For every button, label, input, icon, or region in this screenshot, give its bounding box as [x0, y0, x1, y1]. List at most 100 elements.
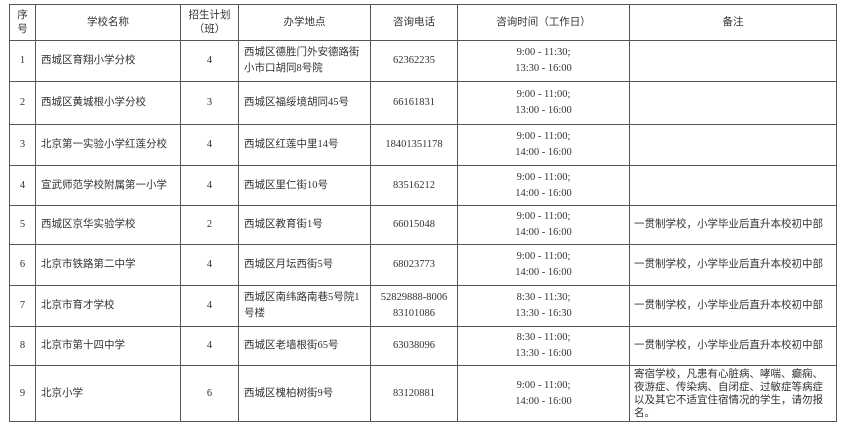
phone-text-2: 83101086 — [393, 308, 435, 319]
time-afternoon: 13:30 - 16:00 — [515, 63, 572, 74]
phone-text: 66015048 — [393, 219, 435, 230]
note-cell — [629, 81, 837, 125]
address-cell: 西城区福绥境胡同45号 — [238, 81, 371, 125]
no-cell: 5 — [9, 205, 36, 245]
time-afternoon: 13:30 - 16:00 — [515, 348, 572, 359]
time-morning: 8:30 - 11:30; — [516, 292, 571, 303]
no-cell: 4 — [9, 165, 36, 206]
table-row: 6 北京市铁路第二中学 4 西城区月坛西街5号 68023773 9:00 - 11:00… — [9, 244, 837, 286]
classes-cell: 6 — [180, 365, 239, 422]
time-cell: 9:00 - 11:00; 14:00 - 16:00 — [457, 365, 630, 422]
table-row: 1 西城区育翔小学分校 4 西城区德胜门外安德路街小市口胡同8号院 62362235 9:… — [9, 40, 837, 82]
no-cell: 1 — [9, 40, 36, 82]
time-cell: 8:30 - 11:00; 13:30 - 16:00 — [457, 326, 630, 366]
note-cell: 一贯制学校，小学毕业后直升本校初中部 — [629, 285, 837, 327]
classes-cell: 3 — [180, 81, 239, 125]
classes-cell: 4 — [180, 124, 239, 166]
classes-cell: 4 — [180, 165, 239, 206]
school-name-cell: 宣武师范学校附属第一小学 — [35, 165, 181, 206]
school-name-cell: 北京第一实验小学红莲分校 — [35, 124, 181, 166]
address-cell: 西城区德胜门外安德路街小市口胡同8号院 — [238, 40, 371, 82]
time-cell: 9:00 - 11:30; 13:30 - 16:00 — [457, 40, 630, 82]
address-cell: 西城区教育街1号 — [238, 205, 371, 245]
time-morning: 9:00 - 11:30; — [516, 47, 571, 58]
table-row: 8 北京市第十四中学 4 西城区老墙根街65号 63038096 8:30 - 11:00… — [9, 326, 837, 366]
address-text: 西城区德胜门外安德路街小市口胡同8号院 — [244, 47, 360, 74]
time-morning: 8:30 - 11:00; — [516, 332, 571, 343]
time-cell: 9:00 - 11:00; 14:00 - 16:00 — [457, 244, 630, 286]
note-cell — [629, 124, 837, 166]
phone-cell: 18401351178 — [370, 124, 458, 166]
phone-text: 66161831 — [393, 97, 435, 108]
header-time: 咨询时间（工作日） — [457, 4, 630, 41]
time-morning: 9:00 - 11:00; — [516, 171, 571, 183]
time-afternoon: 14:00 - 16:00 — [515, 267, 572, 278]
no-cell: 9 — [9, 365, 36, 422]
no-cell: 6 — [9, 244, 36, 286]
header-phone: 咨询电话 — [370, 4, 458, 41]
address-text: 西城区南纬路南巷5号院1号楼 — [244, 292, 360, 319]
header-address: 办学地点 — [238, 4, 371, 41]
phone-text: 62362235 — [393, 55, 435, 66]
school-name-cell: 北京市铁路第二中学 — [35, 244, 181, 286]
address-cell: 西城区槐柏树街9号 — [238, 365, 371, 422]
phone-text: 52829888-8006 — [380, 292, 448, 303]
no-cell: 8 — [9, 326, 36, 366]
address-text: 西城区槐柏树街9号 — [244, 387, 334, 399]
address-text: 西城区里仁街10号 — [244, 179, 328, 191]
classes-cell: 4 — [180, 285, 239, 327]
time-cell: 9:00 - 11:00; 14:00 - 16:00 — [457, 165, 630, 206]
table-row: 2 西城区黄城根小学分校 3 西城区福绥境胡同45号 66161831 9:00 - 11… — [9, 81, 837, 125]
time-cell: 9:00 - 11:00; 14:00 - 16:00 — [457, 205, 630, 245]
no-cell: 2 — [9, 81, 36, 125]
time-cell: 9:00 - 11:00; 14:00 - 16:00 — [457, 124, 630, 166]
school-name-cell: 北京市第十四中学 — [35, 326, 181, 366]
time-morning: 9:00 - 11:00; — [516, 379, 571, 391]
note-cell: 一贯制学校，小学毕业后直升本校初中部 — [629, 244, 837, 286]
time-cell: 8:30 - 11:30; 13:30 - 16:30 — [457, 285, 630, 327]
address-cell: 西城区老墙根街65号 — [238, 326, 371, 366]
address-text: 西城区教育街1号 — [244, 219, 323, 230]
school-name-cell: 西城区育翔小学分校 — [35, 40, 181, 82]
header-note: 备注 — [629, 4, 837, 41]
classes-cell: 4 — [180, 40, 239, 82]
time-afternoon: 13:00 - 16:00 — [515, 105, 572, 116]
school-name-cell: 北京市育才学校 — [35, 285, 181, 327]
school-table: 序号 学校名称 招生计划（班） 办学地点 咨询电话 咨询时间（工作日） 备注 1… — [9, 4, 837, 422]
school-name-cell: 西城区黄城根小学分校 — [35, 81, 181, 125]
table-row: 7 北京市育才学校 4 西城区南纬路南巷5号院1号楼 52829888-8006 8310… — [9, 285, 837, 327]
phone-cell: 68023773 — [370, 244, 458, 286]
time-cell: 9:00 - 11:00; 13:00 - 16:00 — [457, 81, 630, 125]
school-name-cell: 西城区京华实验学校 — [35, 205, 181, 245]
phone-cell: 83120881 — [370, 365, 458, 422]
note-cell — [629, 40, 837, 82]
table-row: 5 西城区京华实验学校 2 西城区教育街1号 66015048 9:00 - 11:00;… — [9, 205, 837, 245]
phone-cell: 66161831 — [370, 81, 458, 125]
table-row: 4 宣武师范学校附属第一小学 4 西城区里仁街10号 83516212 9:00 - 11… — [9, 165, 837, 206]
time-morning: 9:00 - 11:00; — [516, 251, 571, 262]
table-row: 3 北京第一实验小学红莲分校 4 西城区红莲中里14号 18401351178 9:00 … — [9, 124, 837, 166]
note-cell — [629, 165, 837, 206]
phone-text: 83516212 — [393, 179, 435, 191]
time-morning: 9:00 - 11:00; — [516, 89, 571, 100]
note-cell: 一贯制学校，小学毕业后直升本校初中部 — [629, 326, 837, 366]
time-afternoon: 14:00 - 16:00 — [515, 395, 572, 407]
phone-text: 18401351178 — [385, 139, 443, 150]
note-cell: 一贯制学校，小学毕业后直升本校初中部 — [629, 205, 837, 245]
phone-cell: 62362235 — [370, 40, 458, 82]
time-afternoon: 14:00 - 16:00 — [515, 227, 572, 238]
address-text: 西城区红莲中里14号 — [244, 139, 339, 150]
address-text: 西城区老墙根街65号 — [244, 340, 339, 351]
address-text: 西城区福绥境胡同45号 — [244, 97, 349, 108]
address-cell: 西城区里仁街10号 — [238, 165, 371, 206]
phone-cell: 52829888-8006 83101086 — [370, 285, 458, 327]
address-cell: 西城区红莲中里14号 — [238, 124, 371, 166]
address-text: 西城区月坛西街5号 — [244, 259, 334, 270]
school-name-cell: 北京小学 — [35, 365, 181, 422]
no-cell: 3 — [9, 124, 36, 166]
phone-text: 83120881 — [393, 387, 435, 399]
classes-cell: 4 — [180, 326, 239, 366]
phone-text: 63038096 — [393, 340, 435, 351]
address-cell: 西城区月坛西街5号 — [238, 244, 371, 286]
classes-cell: 2 — [180, 205, 239, 245]
